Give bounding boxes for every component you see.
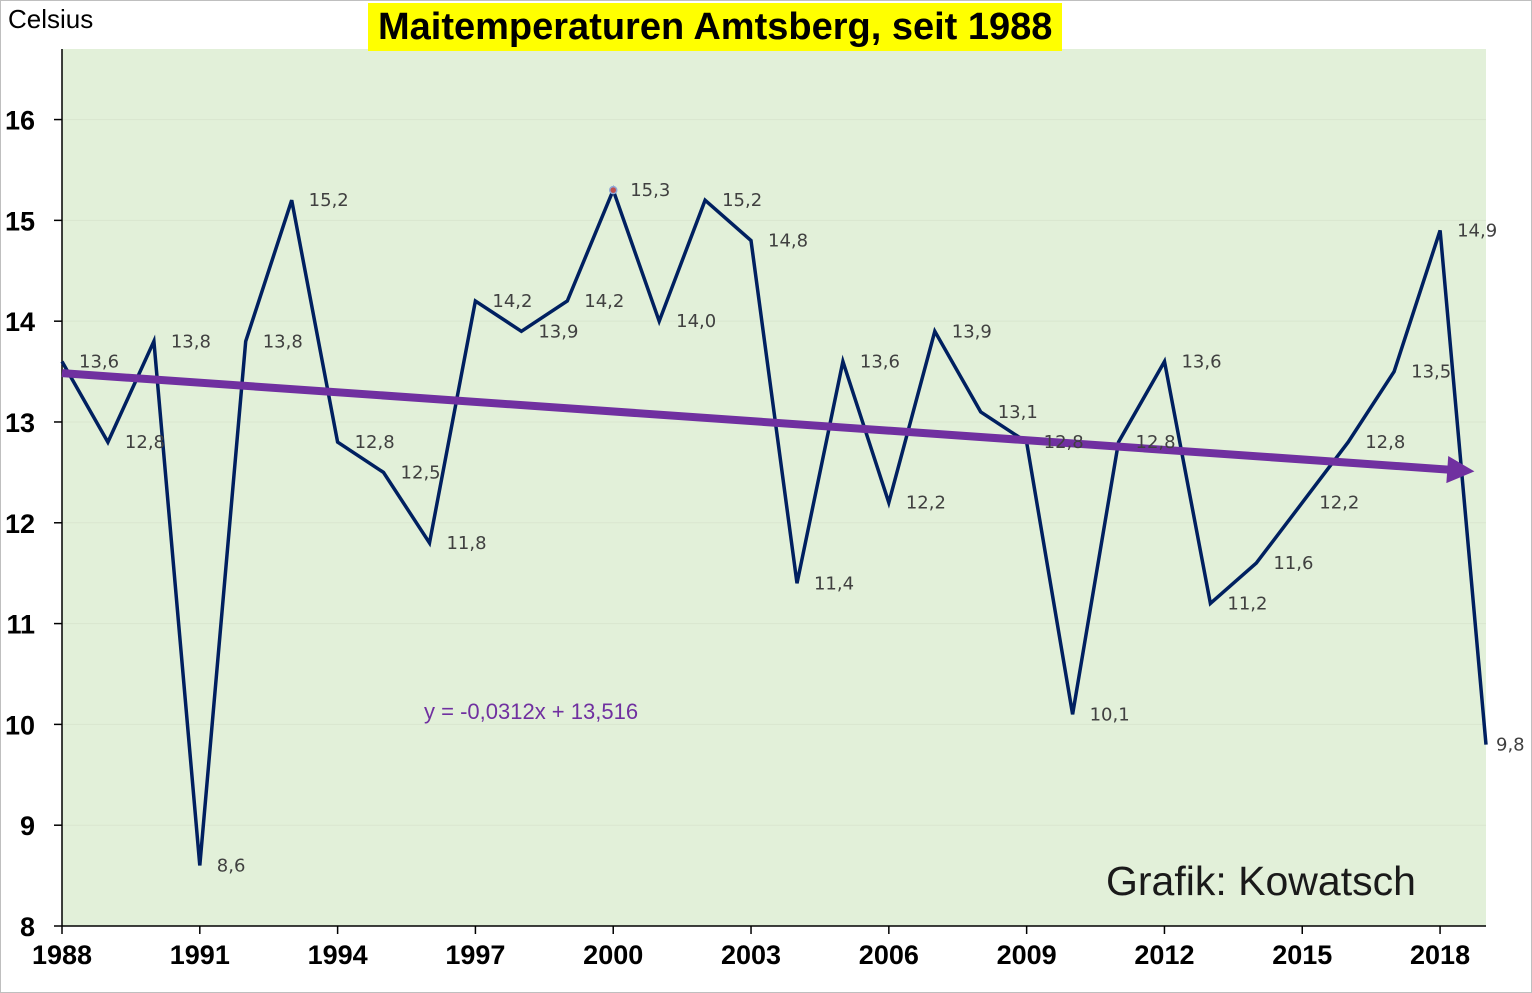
chart-title: Maitemperaturen Amtsberg, seit 1988 — [378, 5, 1053, 48]
x-tick-label: 2009 — [997, 940, 1057, 970]
data-label: 14,2 — [492, 291, 532, 312]
x-tick-label: 2015 — [1272, 940, 1332, 970]
data-label: 15,2 — [722, 190, 762, 211]
data-label: 13,5 — [1411, 362, 1451, 383]
data-label: 10,1 — [1090, 704, 1130, 725]
y-tick-label: 8 — [20, 912, 35, 942]
x-tick-label: 1988 — [32, 940, 92, 970]
data-label: 13,8 — [171, 331, 211, 352]
credit-label: Grafik: Kowatsch — [1106, 858, 1416, 904]
data-label: 9,8 — [1496, 735, 1525, 756]
y-tick-label: 13 — [5, 408, 35, 438]
data-label: 12,8 — [355, 432, 395, 453]
x-tick-label: 2018 — [1410, 940, 1470, 970]
data-label: 11,8 — [446, 533, 486, 554]
series-line — [60, 185, 1488, 866]
x-tick-label: 2000 — [583, 940, 643, 970]
y-tick-label: 9 — [20, 811, 35, 841]
y-tick-label: 11 — [6, 610, 35, 640]
data-label: 15,2 — [309, 190, 349, 211]
data-label: 11,2 — [1227, 593, 1267, 614]
data-label: 12,2 — [1319, 493, 1359, 514]
data-label: 12,8 — [1044, 432, 1084, 453]
data-label: 13,1 — [998, 402, 1038, 423]
data-label: 14,9 — [1457, 220, 1497, 241]
data-label: 13,6 — [860, 351, 900, 372]
x-tick-label: 2012 — [1134, 940, 1194, 970]
y-tick-label: 16 — [5, 106, 35, 136]
x-tick-label: 1994 — [308, 940, 368, 970]
data-label: 11,4 — [814, 573, 854, 594]
plot-area — [62, 49, 1486, 926]
data-label: 13,8 — [263, 331, 303, 352]
trendline — [61, 369, 1475, 484]
data-label: 14,2 — [584, 291, 624, 312]
x-tick-label: 1997 — [445, 940, 505, 970]
x-tick-label: 2003 — [721, 940, 781, 970]
data-label: 13,9 — [952, 321, 992, 342]
x-tick-label: 1991 — [170, 940, 230, 970]
y-tick-label: 14 — [5, 307, 35, 337]
data-label: 15,3 — [630, 180, 670, 201]
data-label: 8,6 — [217, 856, 246, 877]
y-axis-label: Celsius — [8, 4, 94, 34]
data-label: 12,5 — [401, 462, 441, 483]
data-label: 13,6 — [79, 351, 119, 372]
data-point — [608, 185, 618, 195]
data-label: 13,6 — [1181, 351, 1221, 372]
data-label: 13,9 — [538, 321, 578, 342]
data-label: 12,2 — [906, 493, 946, 514]
chart-title-box: Maitemperaturen Amtsberg, seit 1988 — [368, 3, 1063, 51]
x-tick-label: 2006 — [859, 940, 919, 970]
data-label: 12,8 — [1365, 432, 1405, 453]
y-tick-label: 10 — [5, 710, 35, 740]
y-tick-label: 12 — [5, 509, 35, 539]
data-label: 12,8 — [125, 432, 165, 453]
data-label: 14,0 — [676, 311, 716, 332]
y-tick-label: 15 — [5, 206, 35, 236]
data-label: 11,6 — [1273, 553, 1313, 574]
data-label: 14,8 — [768, 231, 808, 252]
trendline-equation: y = -0,0312x + 13,516 — [424, 699, 639, 724]
data-label: 12,8 — [1136, 432, 1176, 453]
